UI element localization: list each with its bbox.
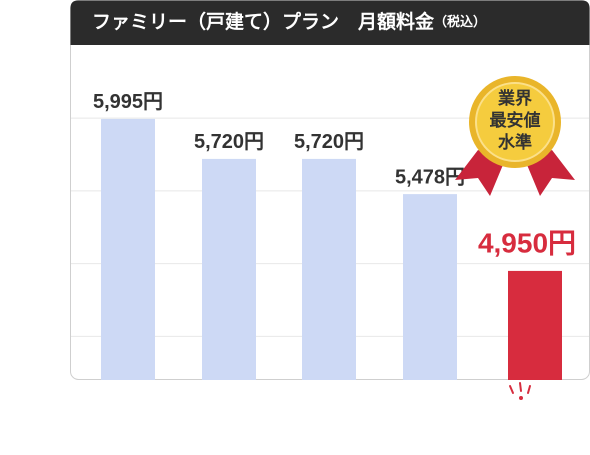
bar (508, 270, 562, 380)
bar (403, 194, 457, 380)
value-label: 5,995円 (93, 91, 163, 113)
value-label: 5,478円 (395, 166, 465, 188)
badge-line: 業界 (498, 88, 532, 108)
badge: 業界最安値水準 (455, 76, 575, 196)
bars: 5,995円 5,720円 5,720円 5,478円 4,950円 (93, 91, 576, 380)
bar (202, 158, 256, 380)
sparkle (509, 382, 531, 400)
bar (302, 158, 356, 380)
badge-line: 水準 (498, 132, 532, 152)
badge-text: 業界最安値水準 (490, 88, 541, 152)
bar (101, 118, 155, 380)
badge-line: 最安値 (490, 110, 541, 130)
header-text: ファミリー（戸建て）プラン 月額料金（税込） (92, 10, 486, 33)
value-label: 5,720円 (194, 131, 264, 153)
chart-subtitle: （税込） (434, 14, 486, 29)
value-label: 5,720円 (294, 131, 364, 153)
badge-inner (475, 82, 555, 162)
chart-title: ファミリー（戸建て）プラン 月額料金 (92, 10, 435, 33)
value-label: 4,950円 (478, 227, 576, 258)
header (70, 0, 590, 45)
